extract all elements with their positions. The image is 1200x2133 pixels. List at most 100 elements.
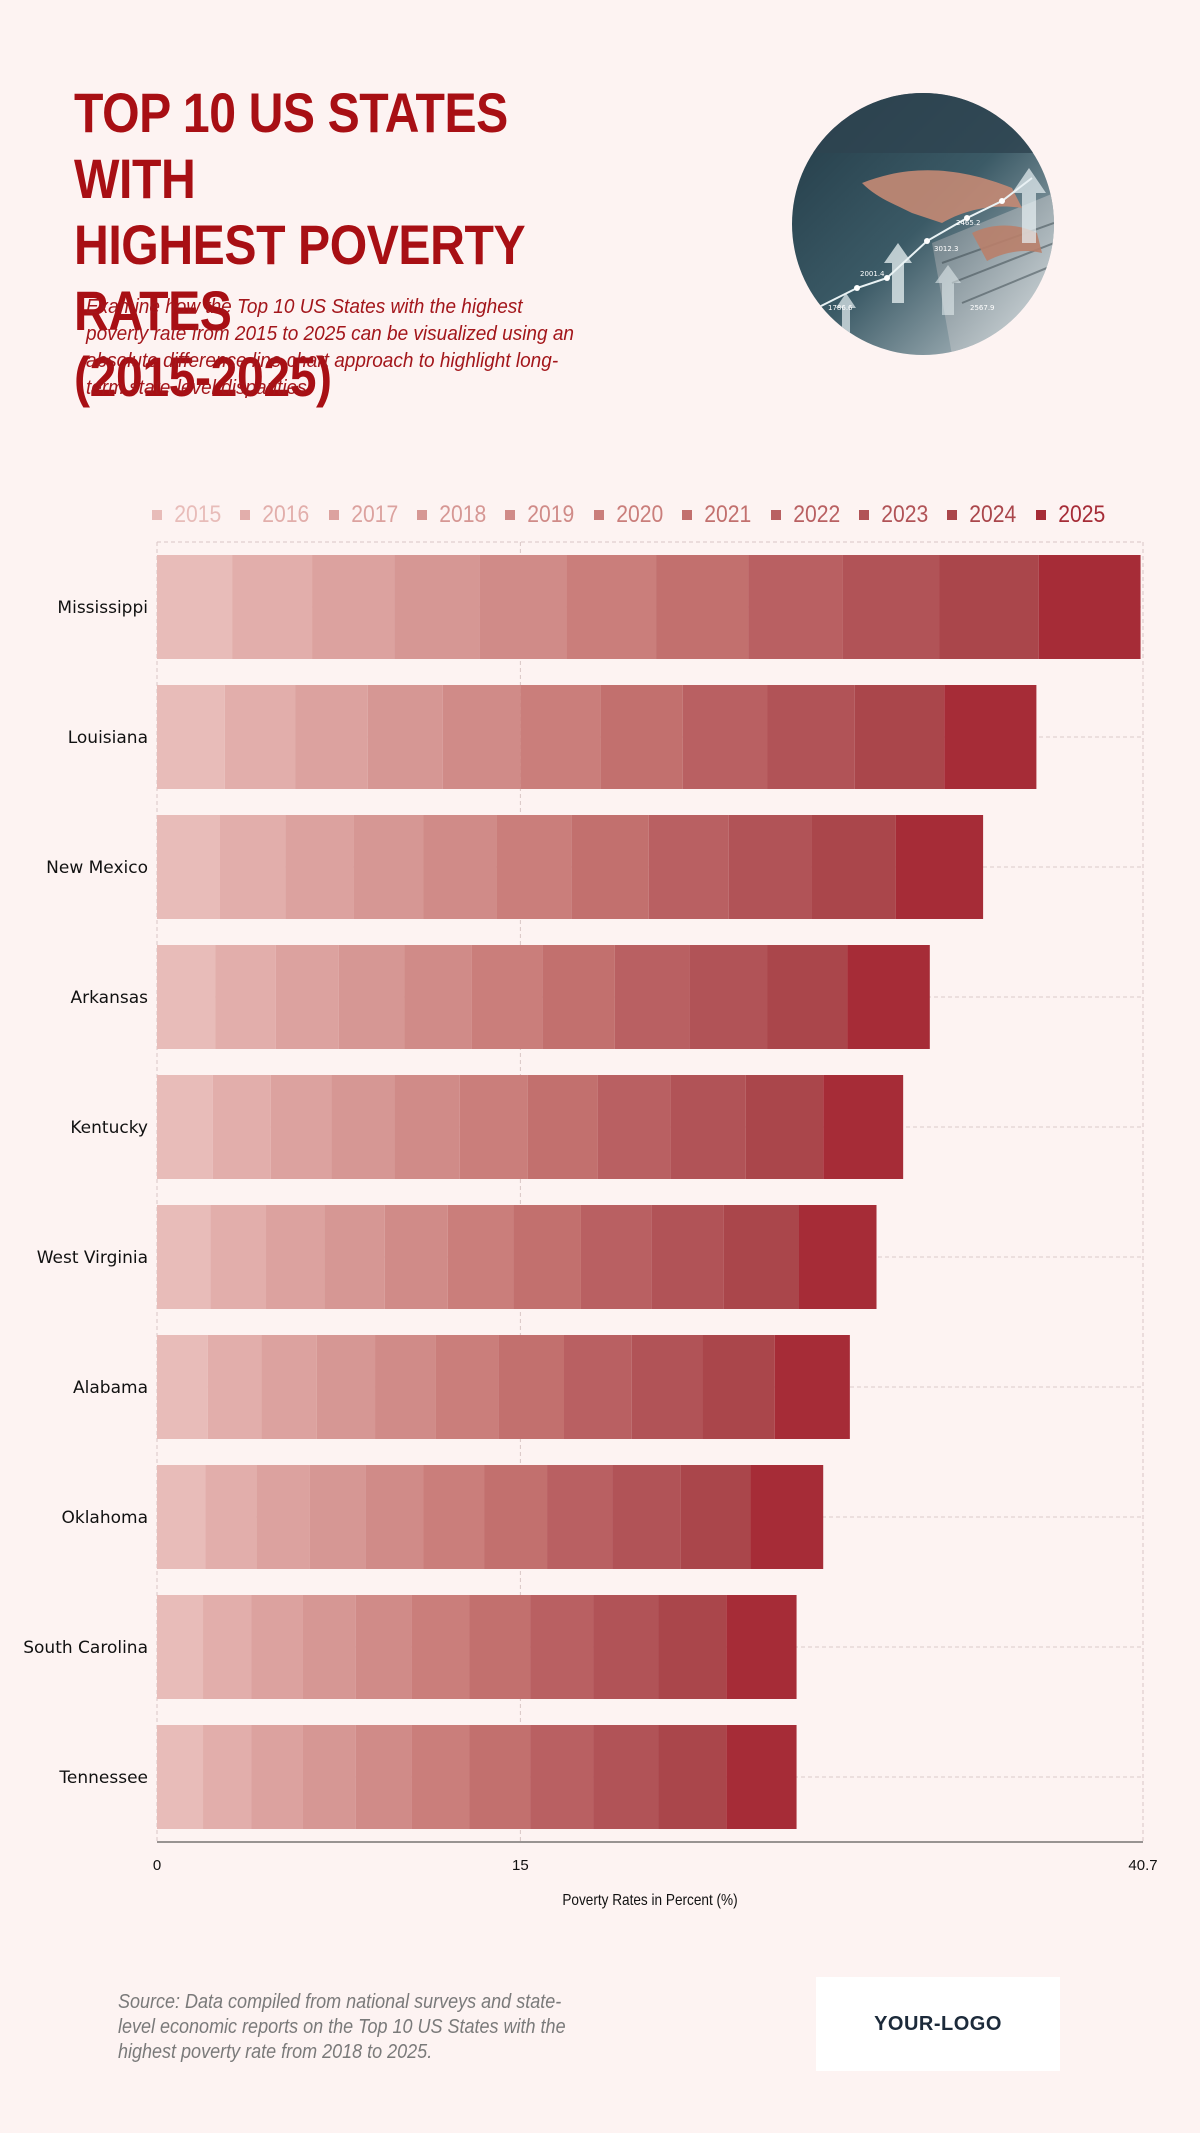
legend-swatch bbox=[770, 510, 781, 520]
bar-segment-2021 bbox=[542, 945, 615, 1049]
category-label: Kentucky bbox=[70, 1118, 148, 1138]
bar-segment-2015 bbox=[157, 1075, 213, 1179]
bar-segment-2018 bbox=[367, 685, 443, 789]
bar-segment-2023 bbox=[593, 1595, 659, 1699]
bar-segment-2020 bbox=[411, 1725, 470, 1829]
bar-segment-2022 bbox=[530, 1595, 594, 1699]
legend-swatch bbox=[417, 510, 428, 520]
bar-segment-2015 bbox=[157, 945, 216, 1049]
legend-label: 2021 bbox=[704, 501, 752, 528]
bar-segment-2016 bbox=[207, 1335, 262, 1439]
bar-segment-2019 bbox=[355, 1725, 412, 1829]
bar-segment-2020 bbox=[447, 1205, 514, 1309]
bar-segment-2019 bbox=[355, 1595, 412, 1699]
bar-segment-2024 bbox=[723, 1205, 799, 1309]
bar-segment-2015 bbox=[157, 1205, 211, 1309]
bar-segment-2024 bbox=[854, 685, 945, 789]
bar-segment-2022 bbox=[614, 945, 690, 1049]
bar-segment-2017 bbox=[261, 1335, 317, 1439]
bar-segment-2016 bbox=[210, 1205, 267, 1309]
photo-label-1: 2465.2 bbox=[956, 219, 981, 227]
title-line-1: TOP 10 US STATES WITH bbox=[74, 81, 508, 210]
title-line-3: (2015-2025) bbox=[74, 345, 332, 408]
category-label: New Mexico bbox=[46, 858, 148, 878]
bar-segment-2015 bbox=[157, 1595, 204, 1699]
category-label: Arkansas bbox=[71, 988, 149, 1008]
bar-segment-2022 bbox=[563, 1335, 632, 1439]
photo-label-4: 1786.6 bbox=[828, 304, 853, 312]
bar-segment-2023 bbox=[689, 945, 768, 1049]
bar-segment-2015 bbox=[157, 1335, 208, 1439]
bar-segment-2021 bbox=[527, 1075, 598, 1179]
bar-segment-2017 bbox=[312, 555, 395, 659]
bar-segment-2019 bbox=[384, 1205, 448, 1309]
bar-segment-2023 bbox=[728, 815, 812, 919]
bar-segment-2022 bbox=[648, 815, 729, 919]
bar-segment-2021 bbox=[484, 1465, 548, 1569]
bar-segment-2015 bbox=[157, 1465, 206, 1569]
photo-label-2: 3012.3 bbox=[934, 245, 959, 253]
bar-segment-2021 bbox=[513, 1205, 581, 1309]
bar-segment-2025 bbox=[847, 945, 930, 1049]
bar-segment-2019 bbox=[404, 945, 472, 1049]
bar-segment-2019 bbox=[375, 1335, 436, 1439]
category-label: Alabama bbox=[73, 1378, 148, 1398]
bar-segment-2018 bbox=[309, 1465, 366, 1569]
bar-segment-2020 bbox=[520, 685, 601, 789]
bar-segment-2015 bbox=[157, 685, 225, 789]
legend-item-2019: 2019 bbox=[505, 501, 577, 529]
bar-segment-2024 bbox=[811, 815, 896, 919]
bar-segment-2021 bbox=[571, 815, 649, 919]
bar-segment-2024 bbox=[680, 1465, 751, 1569]
bar-segment-2025 bbox=[823, 1075, 904, 1179]
stock-chart-laptop-photo: 2465.2 3012.3 2001.4 1786.6 2567.9 bbox=[792, 93, 1054, 355]
bar-segment-2020 bbox=[566, 555, 657, 659]
category-label: Oklahoma bbox=[61, 1508, 148, 1528]
bar-segment-2017 bbox=[285, 815, 354, 919]
bar-segment-2018 bbox=[394, 555, 480, 659]
bar-segment-2015 bbox=[157, 815, 220, 919]
legend-swatch bbox=[682, 510, 693, 520]
bar-segment-2025 bbox=[1038, 555, 1141, 659]
legend-swatch bbox=[1035, 510, 1046, 520]
bar-segment-2025 bbox=[726, 1595, 797, 1699]
category-label: South Carolina bbox=[23, 1638, 148, 1658]
bar-segment-2024 bbox=[702, 1335, 775, 1439]
legend-label: 2024 bbox=[969, 501, 1017, 528]
bar-segment-2023 bbox=[612, 1465, 681, 1569]
bar-segment-2019 bbox=[442, 685, 521, 789]
legend-label: 2018 bbox=[439, 501, 487, 528]
bar-segment-2022 bbox=[580, 1205, 652, 1309]
bar-segment-2018 bbox=[353, 815, 424, 919]
page-title: TOP 10 US STATES WITH HIGHEST POVERTY RA… bbox=[74, 80, 607, 410]
x-tick-label: 15 bbox=[512, 1857, 529, 1870]
bar-segment-2018 bbox=[302, 1725, 356, 1829]
legend-label: 2022 bbox=[792, 501, 840, 528]
bar-segment-2020 bbox=[423, 1465, 485, 1569]
legend-item-2022: 2022 bbox=[770, 501, 843, 529]
bar-segment-2018 bbox=[302, 1595, 356, 1699]
bar-segment-2020 bbox=[496, 815, 572, 919]
bar-segment-2015 bbox=[157, 1725, 204, 1829]
bar-segment-2024 bbox=[658, 1725, 727, 1829]
legend-label: 2016 bbox=[262, 501, 310, 528]
legend-label: 2015 bbox=[174, 501, 222, 528]
legend-item-2025: 2025 bbox=[1035, 501, 1108, 529]
bar-segment-2023 bbox=[631, 1335, 703, 1439]
bar-segment-2021 bbox=[498, 1335, 564, 1439]
bar-segment-2017 bbox=[251, 1595, 303, 1699]
bar-segment-2016 bbox=[219, 815, 286, 919]
bar-segment-2016 bbox=[224, 685, 296, 789]
legend-item-2024: 2024 bbox=[947, 501, 1019, 529]
legend-label: 2020 bbox=[616, 501, 663, 528]
legend-label: 2025 bbox=[1057, 501, 1105, 528]
bar-segment-2020 bbox=[435, 1335, 499, 1439]
bar-segment-2025 bbox=[750, 1465, 824, 1569]
bar-segment-2017 bbox=[256, 1465, 310, 1569]
bar-segment-2022 bbox=[547, 1465, 613, 1569]
legend-item-2021: 2021 bbox=[682, 501, 754, 529]
bar-segment-2016 bbox=[232, 555, 313, 659]
bar-segment-2023 bbox=[651, 1205, 724, 1309]
legend-item-2015: 2015 bbox=[151, 501, 224, 529]
bar-segment-2019 bbox=[423, 815, 497, 919]
